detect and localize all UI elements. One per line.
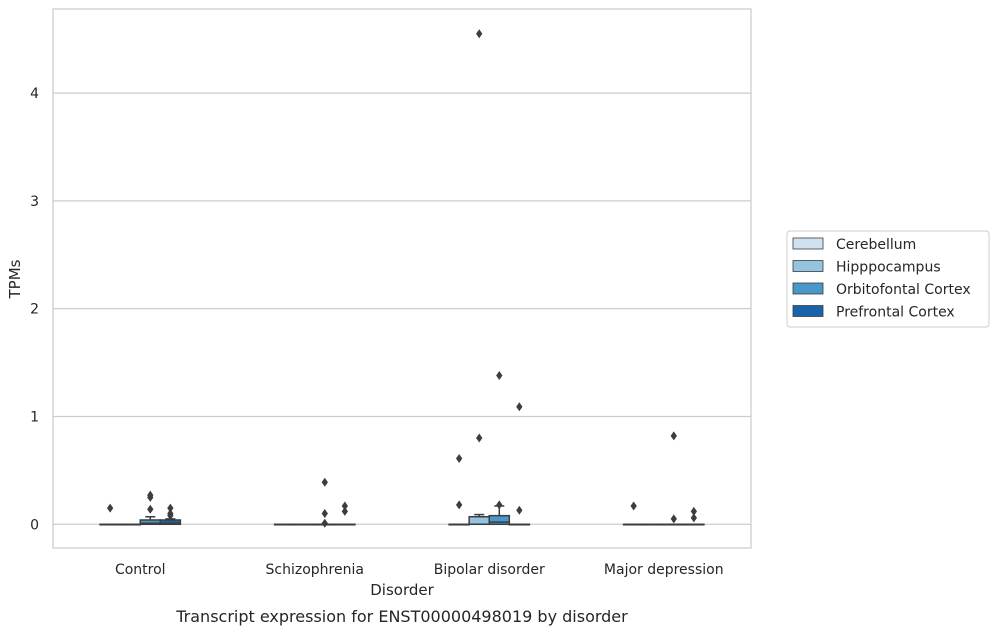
outlier-point xyxy=(516,505,523,515)
legend-frame xyxy=(786,230,990,328)
x-tick-label: Control xyxy=(115,562,166,578)
outlier-point xyxy=(670,431,677,441)
box-cerebellum xyxy=(273,523,296,526)
outlier-point xyxy=(147,504,154,514)
outlier-point xyxy=(167,509,174,519)
box-body xyxy=(468,515,490,526)
boxes-group xyxy=(99,29,705,528)
outlier-point xyxy=(496,371,503,381)
outlier-point xyxy=(670,514,677,524)
legend-label: Cerebellum xyxy=(836,237,916,253)
outlier-point xyxy=(341,501,349,511)
y-tick-label: 1 xyxy=(30,409,39,425)
x-tick-labels: Control Schizophrenia Bipolar disorder Majo… xyxy=(115,562,724,578)
outlier-point xyxy=(106,503,114,513)
x-tick-label: Major depression xyxy=(604,562,724,578)
box-hipppocampus xyxy=(119,523,142,526)
x-tick-label: Schizophrenia xyxy=(266,562,364,578)
box-hipppocampus xyxy=(642,523,665,526)
plot-background xyxy=(53,9,751,548)
plot-frame xyxy=(52,8,752,549)
legend-label: Orbitofontal Cortex xyxy=(836,282,971,298)
box-prefrontal-cortex xyxy=(334,501,356,526)
legend-swatch xyxy=(792,237,824,250)
box-orbitofontal-cortex xyxy=(488,371,511,526)
box-prefrontal-cortex xyxy=(683,506,705,526)
box-hipppocampus xyxy=(293,523,316,526)
y-tick-label: 4 xyxy=(30,86,39,102)
legend-items: Cerebellum Hipppocampus Orbitofontal Corte… xyxy=(792,237,971,321)
outlier-point xyxy=(341,506,349,516)
legend: Cerebellum Hipppocampus Orbitofontal Corte… xyxy=(786,230,990,328)
y-tick-label: 3 xyxy=(30,194,39,210)
y-tick-labels: 0 1 2 3 4 xyxy=(30,86,39,533)
x-axis-title: Disorder xyxy=(370,581,434,599)
box-prefrontal-cortex xyxy=(159,503,182,526)
legend-swatch xyxy=(792,260,824,272)
outlier-point xyxy=(321,477,328,487)
outlier-point xyxy=(167,503,174,513)
outlier-point xyxy=(496,500,503,510)
outlier-point xyxy=(476,433,483,443)
outlier-point xyxy=(455,500,463,510)
outlier-point xyxy=(690,506,698,516)
outlier-point xyxy=(516,402,523,412)
y-tick-label: 2 xyxy=(30,302,39,318)
legend-label: Hipppocampus xyxy=(836,260,941,276)
legend-swatch xyxy=(792,305,824,317)
box-body xyxy=(488,514,511,526)
outlier-point xyxy=(630,501,637,511)
legend-swatch xyxy=(792,282,824,295)
x-tick-label: Bipolar disorder xyxy=(434,562,545,578)
y-axis-title: TPMs xyxy=(6,259,24,299)
y-tick-label: 0 xyxy=(30,517,39,533)
outlier-point xyxy=(321,518,328,528)
outlier-point xyxy=(690,513,698,523)
outlier-point xyxy=(321,509,328,519)
chart-caption: Transcript expression for ENST0000049801… xyxy=(175,607,628,626)
outlier-point xyxy=(455,454,463,464)
legend-label: Prefrontal Cortex xyxy=(836,305,955,321)
outlier-point xyxy=(147,490,154,500)
box-prefrontal-cortex xyxy=(508,402,531,526)
outlier-point xyxy=(476,29,483,39)
